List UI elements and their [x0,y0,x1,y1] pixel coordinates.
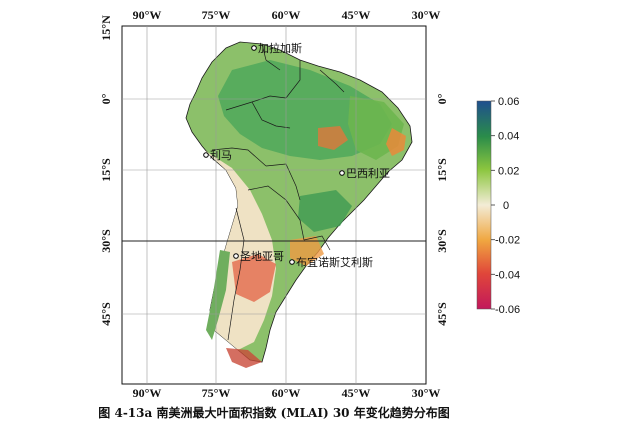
lon-label-top-30w: 30°W [412,8,441,22]
amazon-region [218,60,392,160]
city-label-buenos-aires: 布宜诺斯艾利斯 [296,255,373,269]
city-label-lima: 利马 [210,149,232,162]
city-label-brasilia: 巴西利亚 [346,167,390,180]
southeast-green [298,190,352,232]
city-label-santiago: 圣地亚哥 [240,250,284,263]
colorbar-label-0-02: 0.02 [498,165,519,177]
lat-label-right-15s: 15°S [435,158,449,182]
lat-label-left-30s: 30°S [99,229,113,253]
colorbar-label-neg-0-04: -0.04 [495,269,520,281]
lon-label-top-90w: 90°W [133,8,162,22]
decline-patch-amazon [318,126,348,150]
lat-label-left-0: 0° [99,93,113,104]
lon-label-top-60w: 60°W [272,8,301,22]
colorbar-ticks [491,100,495,310]
lat-label-left-15n: 15°N [99,15,113,41]
colorbar-label-0-04: 0.04 [498,131,519,143]
colorbar-label-0-06: 0.06 [498,96,519,108]
city-dot-lima [203,152,209,158]
decline-patch-pampas [290,236,324,266]
graticule [122,26,426,384]
colorbar-label-neg-0-06: -0.06 [495,304,520,316]
lat-label-right-45s: 45°S [435,302,449,326]
lon-label-bottom-75w: 75°W [202,386,231,400]
city-dot-brasilia [339,170,345,176]
tierra-del-fuego [226,348,262,368]
colorbar-label-0: 0 [503,200,509,212]
city-dot-caracas [251,45,257,51]
chile-coast [206,250,230,340]
lat-label-left-45s: 45°S [99,302,113,326]
city-markers: 加拉加斯 利马 巴西利亚 圣地亚哥 布宜诺斯艾利斯 [203,41,390,269]
colorbar-label-neg-0-02: -0.02 [495,235,520,247]
city-dot-buenos-aires [289,259,295,265]
lon-label-bottom-60w: 60°W [272,386,301,400]
lon-label-bottom-30w: 30°W [412,386,441,400]
city-label-caracas: 加拉加斯 [258,41,302,55]
lat-label-right-30s: 30°S [435,229,449,253]
decline-patch-east [386,128,406,156]
decline-patch-south [232,254,276,302]
lon-label-bottom-45w: 45°W [342,386,371,400]
lon-label-top-75w: 75°W [202,8,231,22]
city-dot-santiago [233,253,239,259]
lat-label-left-15s: 15°S [99,158,113,182]
lat-label-right-0: 0° [435,93,449,104]
lon-label-top-45w: 45°W [342,8,371,22]
colorbar [476,100,492,310]
lon-label-bottom-90w: 90°W [133,386,162,400]
figure-caption: 图 4-13a 南美洲最大叶面积指数 (MLAI) 30 年变化趋势分布图 [98,406,450,420]
